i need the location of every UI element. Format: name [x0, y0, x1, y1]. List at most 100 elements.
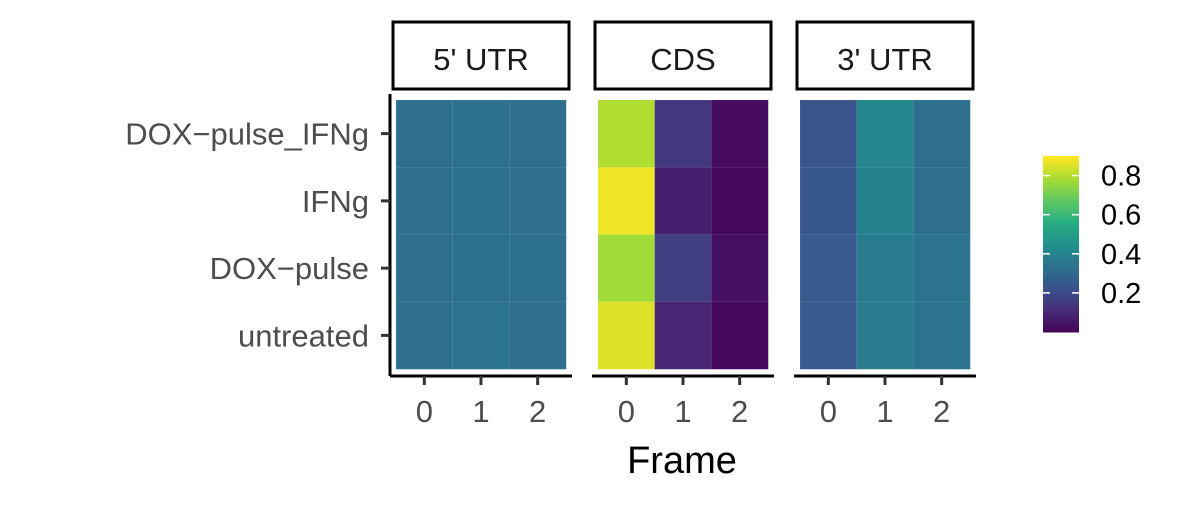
- colorbar-label: 0.8: [1101, 161, 1141, 193]
- x-tick-label: 0: [618, 394, 635, 429]
- colorbar-segment: [1043, 255, 1079, 260]
- colorbar-segment: [1043, 305, 1079, 310]
- colorbar-segment: [1043, 185, 1079, 189]
- colorbar-segment: [1043, 158, 1079, 163]
- colorbar-segment: [1043, 235, 1079, 239]
- colorbar-segment: [1043, 164, 1079, 169]
- x-tick-label: 0: [820, 394, 837, 429]
- heatmap-cell: [509, 166, 567, 236]
- colorbar-segment: [1043, 176, 1079, 180]
- colorbar-segment: [1043, 252, 1079, 257]
- heatmap-cell: [799, 99, 858, 168]
- colorbar-segment: [1043, 232, 1079, 236]
- colorbar-segment: [1043, 182, 1079, 186]
- colorbar-segment: [1043, 329, 1079, 333]
- x-tick-label: 1: [472, 394, 489, 429]
- heatmap-cell: [799, 301, 858, 370]
- colorbar-segment: [1043, 282, 1079, 286]
- colorbar-segment: [1043, 208, 1079, 213]
- x-tick-label: 0: [416, 394, 433, 429]
- colorbar-segment: [1043, 290, 1079, 295]
- heatmap-cell: [856, 166, 914, 236]
- colorbar-segment: [1043, 302, 1079, 307]
- colorbar-segment: [1043, 191, 1079, 195]
- colorbar-segment: [1043, 194, 1079, 198]
- heatmap-cell: [452, 234, 510, 303]
- colorbar-segment: [1043, 211, 1079, 216]
- colorbar-segment: [1043, 258, 1079, 263]
- colorbar-segment: [1043, 238, 1079, 242]
- heatmap-cell: [654, 99, 712, 168]
- colorbar-segment: [1043, 220, 1079, 224]
- colorbar-segment: [1043, 205, 1079, 210]
- colorbar-segment: [1043, 161, 1079, 166]
- heatmap-cell: [654, 234, 712, 303]
- facet-strip: [593, 20, 773, 91]
- colorbar-segment: [1043, 229, 1079, 233]
- colorbar-segment: [1043, 299, 1079, 304]
- colorbar-segment: [1043, 261, 1079, 266]
- colorbar-label: 0.2: [1101, 278, 1141, 310]
- colorbar-segment: [1043, 246, 1079, 251]
- heatmap-cell: [856, 99, 914, 168]
- x-tick-label: 1: [876, 394, 893, 429]
- colorbar-label: 0.6: [1101, 200, 1141, 232]
- colorbar-segment: [1043, 179, 1079, 183]
- heatmap-cell: [452, 99, 510, 168]
- heatmap-cell: [509, 99, 567, 168]
- colorbar-segment: [1043, 293, 1079, 298]
- heatmap-cell: [711, 301, 769, 370]
- colorbar-segment: [1043, 273, 1079, 277]
- heatmap-cell: [711, 99, 769, 168]
- colorbar-segment: [1043, 197, 1079, 201]
- y-tick-label: untreated: [238, 318, 369, 353]
- heatmap-cell: [799, 166, 858, 236]
- colorbar-segment: [1043, 317, 1079, 321]
- heatmap-cell: [799, 234, 858, 303]
- colorbar-segment: [1043, 214, 1079, 219]
- colorbar-segment: [1043, 285, 1079, 289]
- heatmap-cell: [509, 301, 567, 370]
- colorbar-segment: [1043, 156, 1079, 160]
- x-tick-label: 2: [529, 394, 546, 429]
- heatmap-cell: [654, 301, 712, 370]
- heatmap-cell: [597, 234, 656, 303]
- heatmap-cell: [452, 166, 510, 236]
- heatmap-cell: [509, 234, 567, 303]
- heatmap-cell: [597, 301, 656, 370]
- x-tick-label: 2: [933, 394, 950, 429]
- colorbar-segment: [1043, 217, 1079, 222]
- heatmap-cell: [711, 166, 769, 236]
- colorbar-segment: [1043, 279, 1079, 283]
- colorbar-segment: [1043, 167, 1079, 172]
- colorbar-segment: [1043, 188, 1079, 192]
- heatmap-cell: [856, 234, 914, 303]
- colorbar-segment: [1043, 170, 1079, 175]
- heatmap-cell: [711, 234, 769, 303]
- colorbar-segment: [1043, 308, 1079, 312]
- heatmap-cell: [654, 166, 712, 236]
- colorbar-segment: [1043, 200, 1079, 204]
- facet-strip: [391, 20, 571, 91]
- heatmap-cell: [452, 301, 510, 370]
- facet-strip-label: CDS: [650, 42, 715, 77]
- colorbar-segment: [1043, 276, 1079, 280]
- heatmap-cell: [913, 301, 971, 370]
- colorbar-segment: [1043, 241, 1079, 245]
- colorbar-segment: [1043, 267, 1079, 271]
- heatmap-cell: [395, 166, 454, 236]
- colorbar-label: 0.4: [1101, 239, 1141, 271]
- colorbar-segment: [1043, 323, 1079, 327]
- x-tick-label: 2: [731, 394, 748, 429]
- facet-strip: [795, 20, 975, 91]
- colorbar-segment: [1043, 173, 1079, 178]
- colorbar-segment: [1043, 320, 1079, 324]
- colorbar-segment: [1043, 244, 1079, 248]
- y-tick-label: DOX−pulse_IFNg: [125, 117, 369, 152]
- x-tick-label: 1: [674, 394, 691, 429]
- colorbar-segment: [1043, 264, 1079, 268]
- colorbar-segment: [1043, 288, 1079, 292]
- colorbar-segment: [1043, 202, 1079, 207]
- heatmap-cell: [597, 99, 656, 168]
- colorbar-segment: [1043, 311, 1079, 315]
